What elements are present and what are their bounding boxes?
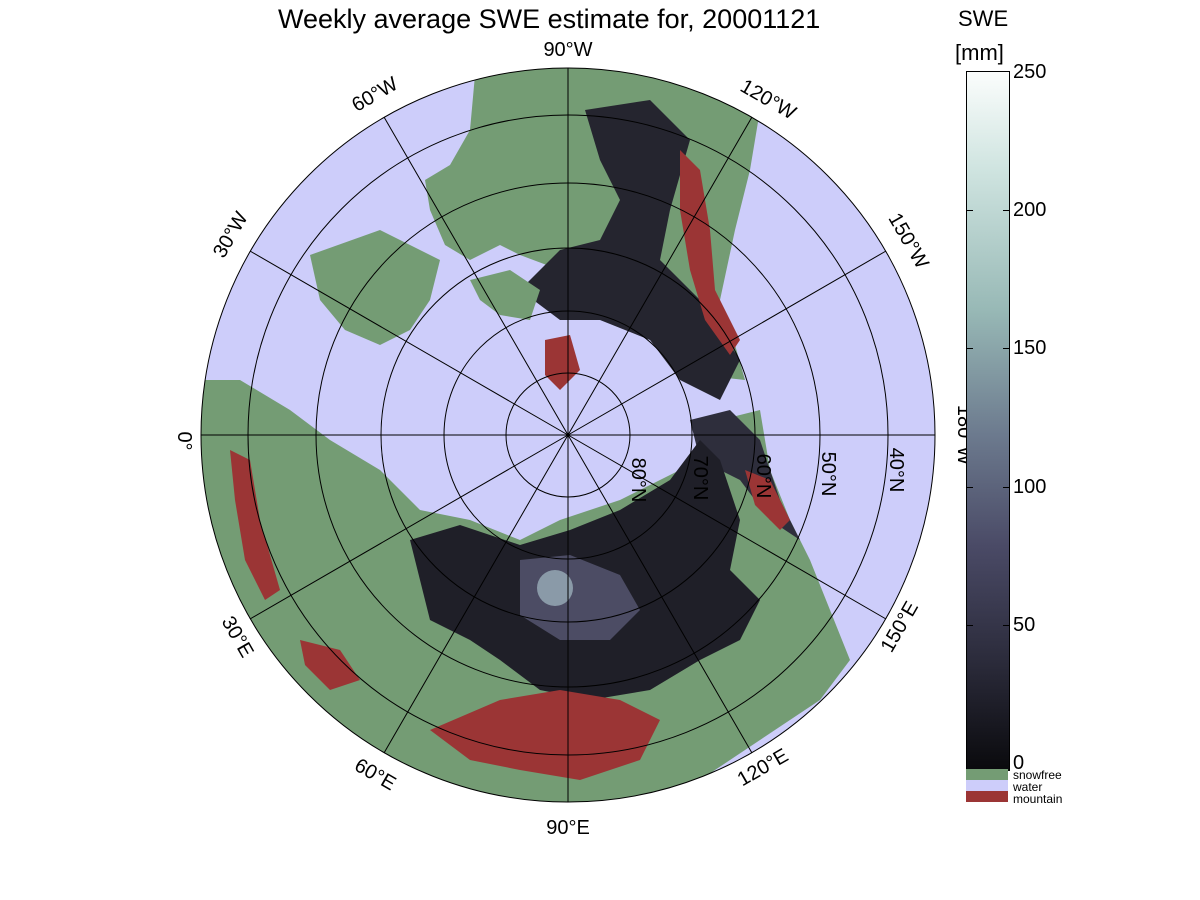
legend-label-snowfree: snowfree [1013, 768, 1062, 782]
colorbar-tickmark [967, 210, 973, 211]
colorbar-tickmark [1003, 487, 1009, 488]
colorbar-unit: [mm] [955, 40, 1004, 65]
colorbar-tickmark [967, 625, 973, 626]
colorbar-tickmark [1003, 625, 1009, 626]
lon-label-90e: 90°E [546, 817, 590, 839]
colorbar-tickmark [1003, 210, 1009, 211]
colorbar-title: SWE [958, 6, 1009, 31]
meridian-150E [567, 434, 887, 620]
legend-swatch-water [966, 780, 1008, 791]
colorbar-tickmark [1003, 348, 1009, 349]
lon-label-30w: 30°W [209, 208, 253, 262]
lat-label-60n: 60°N [752, 454, 774, 499]
legend-swatch-mountain [966, 791, 1008, 802]
colorbar [966, 71, 1010, 771]
lon-label-0: 0° [173, 431, 195, 450]
lat-label-50n: 50°N [817, 452, 839, 497]
colorbar-tick-100: 100 [1013, 476, 1047, 498]
lat-label-40n: 40°N [885, 448, 907, 493]
arctic-islands [470, 270, 540, 320]
lat-label-80n: 80°N [627, 458, 649, 503]
graticule [200, 67, 936, 803]
snow-peak [537, 570, 573, 606]
map-title: Weekly average SWE estimate for, 2000112… [278, 4, 821, 34]
meridian-150W [567, 250, 887, 436]
mountain-alps [300, 640, 360, 690]
meridian-60E [383, 434, 569, 754]
meridian-30E [249, 434, 569, 620]
colorbar-tick-150: 150 [1013, 337, 1047, 359]
mountain-scandinavia [230, 450, 280, 600]
legend-label-water: water [1013, 780, 1043, 794]
lat-label-70n: 70°N [689, 456, 711, 501]
meridian-60W [383, 116, 569, 436]
mountain-central-asia [430, 690, 660, 780]
mountain-alaska [745, 470, 790, 530]
meridian-120W [567, 116, 753, 436]
mountain-greenland-edge [545, 335, 580, 390]
colorbar-tickmark [967, 487, 973, 488]
colorbar-tick-0: 0 [1013, 752, 1025, 774]
colorbar-tickmark [967, 348, 973, 349]
meridian-30W [249, 250, 569, 436]
lon-label-60e: 60°E [351, 754, 400, 795]
colorbar-tick-200: 200 [1013, 199, 1047, 221]
lon-label-90w: 90°W [543, 39, 592, 61]
legend-label-mountain: mountain [1013, 792, 1063, 806]
greenland-land [310, 230, 440, 345]
meridian-120E [567, 434, 753, 754]
lon-label-60w: 60°W [348, 73, 402, 117]
mountain-rockies [680, 150, 740, 355]
colorbar-tick-50: 50 [1013, 614, 1036, 636]
snow-north-america [520, 100, 740, 400]
legend-swatch-snowfree [966, 769, 1008, 780]
colorbar-tick-250: 250 [1013, 61, 1047, 83]
